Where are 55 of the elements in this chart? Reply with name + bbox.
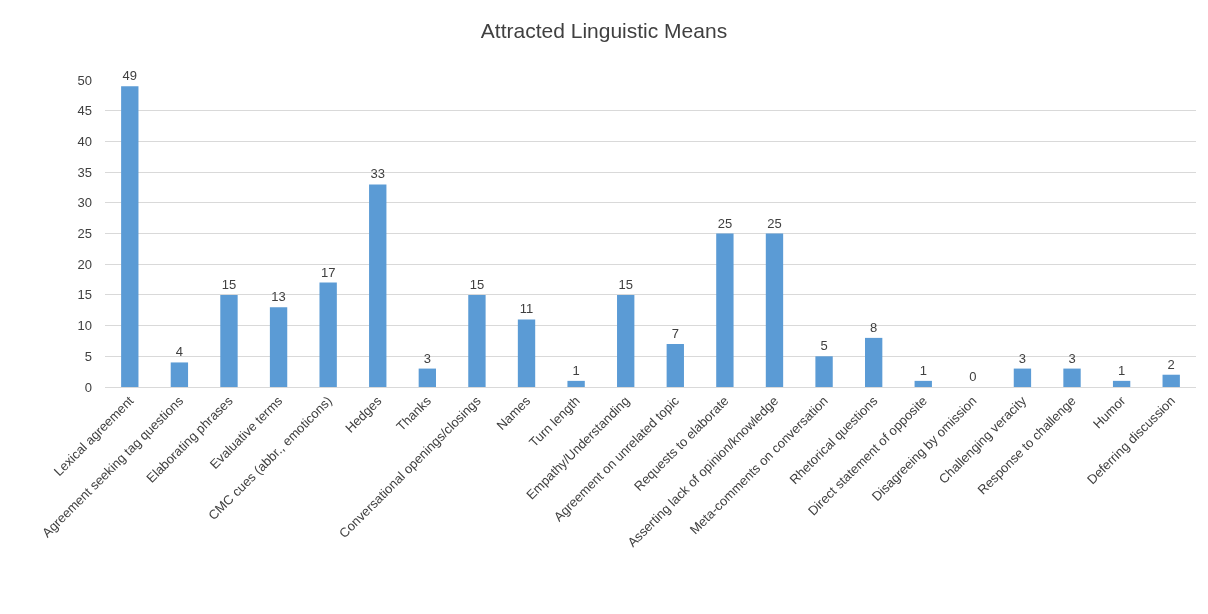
bar xyxy=(765,233,784,387)
y-tick-label: 5 xyxy=(84,348,92,364)
bar xyxy=(864,337,883,387)
y-tick-label: 20 xyxy=(77,256,92,272)
data-label: 3 xyxy=(423,350,431,366)
data-label: 11 xyxy=(519,301,534,317)
data-label: 25 xyxy=(767,215,782,231)
data-label: 3 xyxy=(1018,350,1027,366)
bar xyxy=(121,86,139,387)
data-label: 33 xyxy=(370,166,385,182)
data-label: 13 xyxy=(271,289,286,305)
y-tick-label: 30 xyxy=(77,195,92,211)
data-label: 15 xyxy=(618,276,633,292)
data-label: 15 xyxy=(221,276,237,292)
bar xyxy=(1013,368,1032,387)
data-label: 1 xyxy=(572,362,580,378)
y-tick-label: 35 xyxy=(77,164,92,180)
bar xyxy=(1162,374,1180,387)
bar xyxy=(269,307,288,387)
bar xyxy=(517,319,536,387)
bar xyxy=(319,282,337,387)
bar xyxy=(468,294,486,387)
y-tick-label: 15 xyxy=(77,287,92,303)
data-label: 5 xyxy=(820,338,828,354)
bar xyxy=(815,356,833,387)
y-tick-label: 0 xyxy=(84,379,92,395)
bar xyxy=(716,233,734,387)
y-tick-label: 50 xyxy=(77,72,92,88)
bar xyxy=(567,380,585,387)
data-label: 4 xyxy=(175,344,183,360)
data-label: 2 xyxy=(1167,356,1175,372)
data-label: 1 xyxy=(919,362,927,378)
data-label: 15 xyxy=(469,276,485,292)
y-tick-label: 40 xyxy=(77,133,92,149)
bar xyxy=(914,380,932,387)
chart-title: Attracted Linguistic Means xyxy=(480,19,728,43)
bar xyxy=(418,368,437,387)
bar xyxy=(617,294,635,387)
bar xyxy=(666,344,684,387)
data-label: 8 xyxy=(870,319,878,335)
data-label: 3 xyxy=(1068,350,1076,366)
data-label: 25 xyxy=(717,215,733,231)
bar xyxy=(369,184,387,387)
y-tick-label: 10 xyxy=(77,318,92,334)
data-label: 49 xyxy=(122,68,138,84)
data-label: 1 xyxy=(1118,362,1126,378)
bar xyxy=(1112,380,1131,387)
bar xyxy=(220,294,238,387)
bar xyxy=(1063,368,1081,387)
data-label: 7 xyxy=(671,326,679,342)
y-tick-label: 45 xyxy=(77,103,92,119)
data-label: 17 xyxy=(320,264,336,280)
y-tick-label: 25 xyxy=(77,226,92,242)
data-label: 0 xyxy=(969,369,977,384)
bar xyxy=(170,362,189,387)
